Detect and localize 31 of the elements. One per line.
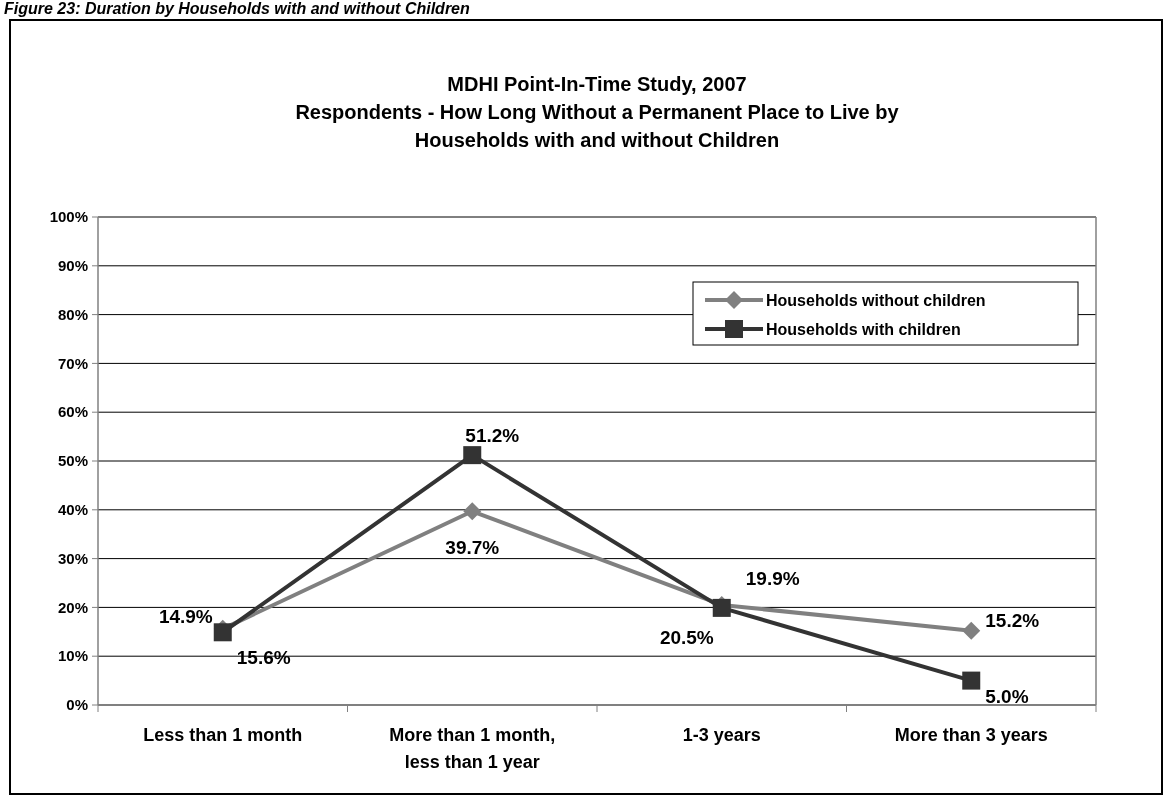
data-label: 51.2%	[465, 424, 520, 446]
x-tick-label: 1-3 years	[682, 725, 761, 745]
y-tick-label: 0%	[66, 696, 88, 714]
chart-title: MDHI Point-In-Time Study, 2007 Respondents - How Long Without a Permanent Place to Live by Households with and without Children	[295, 73, 900, 151]
data-label: 14.9%	[158, 605, 213, 627]
data-label: 39.7%	[445, 536, 500, 558]
data-label: 19.9%	[745, 567, 800, 589]
data-label: 5.0%	[985, 686, 1029, 708]
y-tick-label: 100%	[49, 208, 88, 226]
point	[213, 623, 232, 642]
x-tick-label: More than 1 month, less than 1 year	[389, 725, 556, 772]
y-tick-label: 70%	[57, 354, 88, 372]
y-tick-label: 30%	[57, 549, 88, 567]
point	[962, 621, 981, 640]
legend-label: Households with children	[766, 320, 961, 338]
y-tick-label: 20%	[57, 598, 88, 616]
x-tick-label: Less than 1 month	[143, 725, 303, 745]
y-tick-label: 10%	[57, 647, 88, 665]
caption: Figure 23: Duration by Households with and without Children	[4, 0, 471, 17]
y-tick-label: 60%	[57, 403, 88, 421]
legend-label: Households without children	[766, 291, 986, 309]
point	[962, 671, 981, 690]
data-label: 15.2%	[985, 610, 1040, 632]
data-label: 20.5%	[659, 626, 714, 648]
y-tick-label: 50%	[57, 452, 88, 470]
point	[463, 502, 482, 521]
point	[463, 446, 482, 465]
y-tick-label: 80%	[57, 305, 88, 323]
x-tick-label: More than 3 years	[894, 725, 1048, 745]
y-tick-label: 90%	[57, 257, 88, 275]
y-tick-label: 40%	[57, 501, 88, 519]
